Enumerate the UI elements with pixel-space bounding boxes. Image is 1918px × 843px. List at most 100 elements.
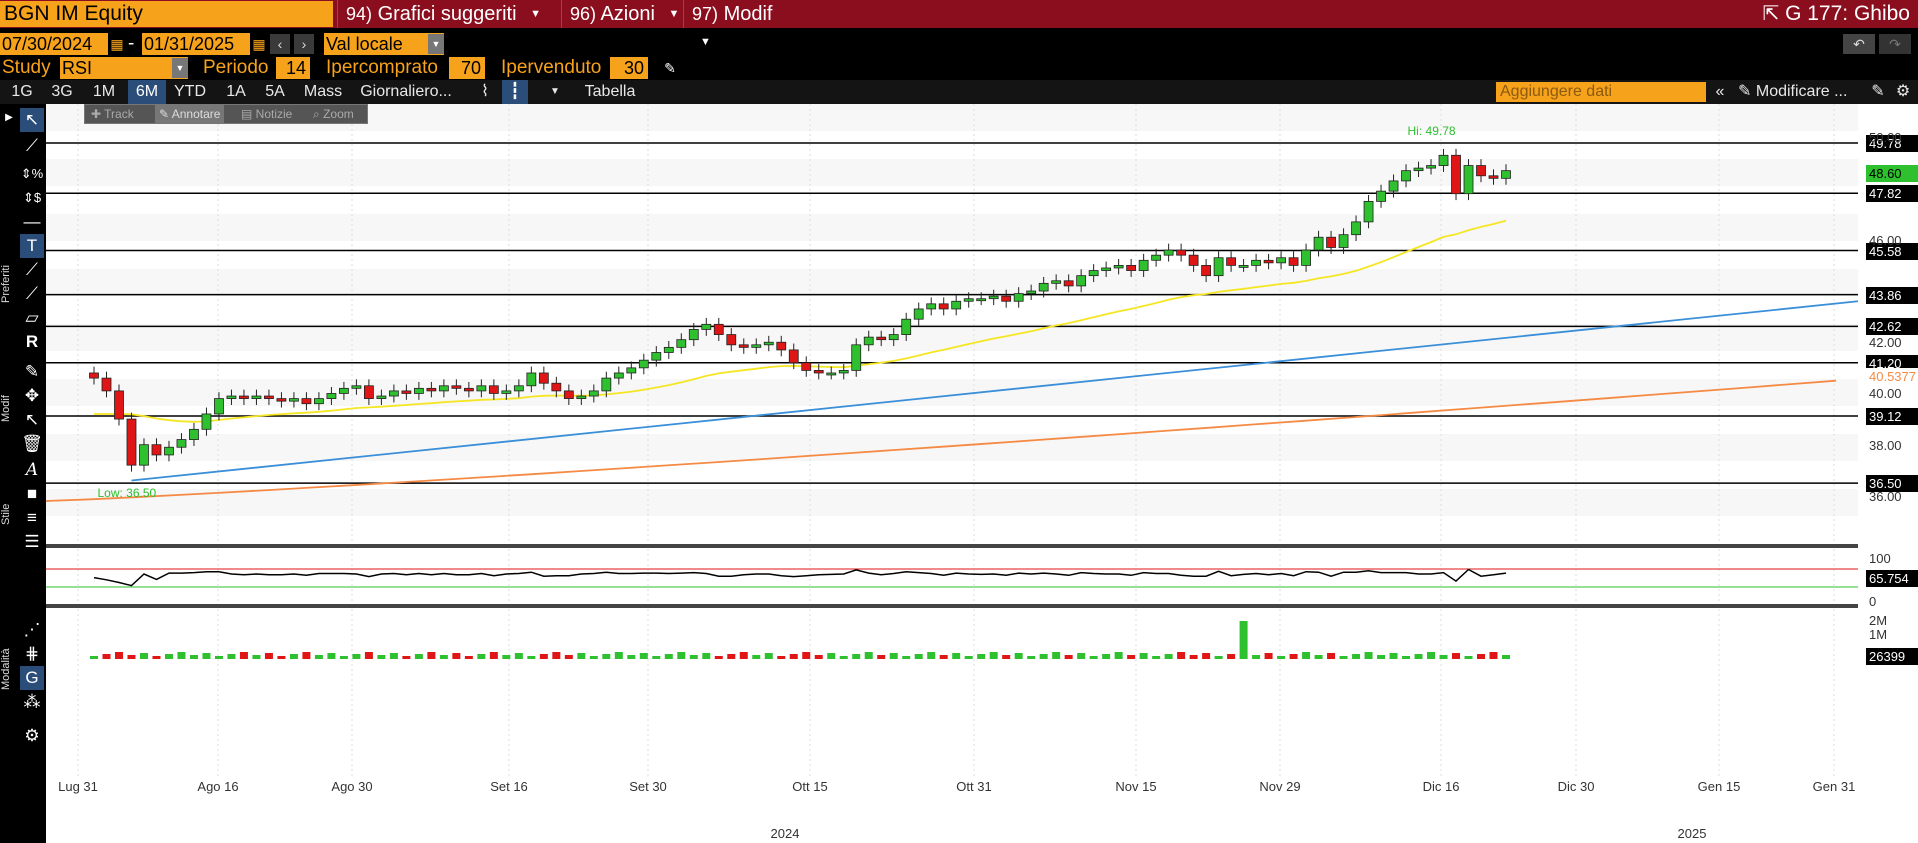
volume-bar: [402, 656, 411, 659]
volume-bar: [289, 654, 298, 659]
line-weight-icon[interactable]: ≡: [27, 508, 37, 527]
candle: [1451, 154, 1461, 195]
study-select[interactable]: RSI: [60, 57, 188, 79]
prev-period-button[interactable]: ‹: [270, 34, 290, 54]
move-icon[interactable]: ✥: [24, 386, 40, 405]
track-mode-button[interactable]: ✚ Track: [91, 107, 134, 121]
text-tool-icon[interactable]: T: [20, 234, 44, 258]
magnet-icon[interactable]: G: [20, 666, 44, 690]
modify-button[interactable]: ✎ Modificare ...: [1738, 80, 1858, 104]
edit-icon[interactable]: ✎: [1871, 83, 1885, 100]
currency-select[interactable]: Val locale: [324, 33, 444, 55]
frequency-select[interactable]: Giornaliero...: [360, 83, 452, 100]
candle: [951, 300, 962, 310]
dollar-tool-icon[interactable]: ⇕$: [22, 190, 42, 205]
zoom-mode-button[interactable]: ⌕ Zoom: [313, 107, 354, 121]
tab-6m[interactable]: 6M: [128, 80, 166, 104]
candle: [451, 385, 462, 389]
line-tool-icon[interactable]: ⟋: [26, 136, 38, 155]
line-chart-icon[interactable]: ⌇: [481, 83, 489, 100]
channel-tool-icon[interactable]: ▱: [25, 308, 39, 327]
candle: [1076, 275, 1087, 287]
volume-bar: [1164, 654, 1173, 659]
menu-edit[interactable]: 97) Modif ▼: [683, 0, 793, 48]
chart-area[interactable]: Hi: 49.78 Low: 36.50: [46, 104, 1858, 843]
tab-1m[interactable]: 1M: [92, 83, 116, 100]
volume-bar: [714, 656, 723, 659]
menu-actions[interactable]: 96) Azioni ▼: [561, 0, 681, 28]
tab-1a[interactable]: 1A: [226, 83, 246, 100]
redo-icon[interactable]: ↷: [1879, 34, 1911, 54]
tab-3g[interactable]: 3G: [51, 83, 73, 100]
volume-bar: [1414, 654, 1423, 659]
tab-ytd[interactable]: YTD: [174, 83, 206, 100]
oversold-label: Ipervenduto: [501, 57, 602, 78]
brush-tool-icon[interactable]: ⟋: [26, 260, 38, 279]
date-from-field[interactable]: 07/30/2024: [0, 33, 108, 55]
candle: [738, 344, 749, 348]
pencil-icon[interactable]: ✎: [664, 60, 676, 76]
next-period-button[interactable]: ›: [294, 34, 314, 54]
cursor-icon[interactable]: ↖: [20, 108, 44, 132]
volume-bar: [1139, 653, 1148, 659]
oversold-field[interactable]: 30: [610, 57, 648, 79]
dashed-line-icon[interactable]: ⋰: [23, 620, 41, 639]
x-tick-label: Ott 31: [956, 779, 992, 794]
annotate-mode-button[interactable]: ✎ Annotare: [155, 105, 225, 123]
expand-icon[interactable]: ▶: [5, 112, 13, 123]
volume-bar: [564, 655, 573, 659]
news-mode-button[interactable]: ▤ Notizie: [241, 107, 293, 121]
tab-max[interactable]: Mass: [303, 83, 343, 100]
pencil-icon[interactable]: ✎: [24, 362, 40, 381]
collapse-icon[interactable]: «: [1715, 83, 1725, 100]
candle: [176, 439, 187, 448]
caret-down-icon[interactable]: ▼: [428, 34, 444, 54]
volume-bar: [702, 653, 711, 659]
volume-bar: [1027, 656, 1036, 659]
candlestick-icon[interactable]: ┇: [502, 80, 528, 104]
pane-stripe: [46, 324, 1858, 351]
candle: [1188, 254, 1199, 266]
period-tabs: 1G 3G 1M 6M YTD 1A 5A Mass Giornaliero..…: [0, 80, 1918, 104]
menu-suggested-charts[interactable]: 94) Grafici suggeriti ▼: [337, 0, 559, 28]
tab-5a[interactable]: 5A: [265, 83, 285, 100]
percent-tool-icon[interactable]: ⇕%: [20, 166, 44, 181]
line-style-icon[interactable]: ☰: [24, 532, 40, 551]
add-data-field[interactable]: Aggiungere dati: [1496, 82, 1706, 102]
color-dots-icon[interactable]: ⁂: [23, 692, 41, 711]
x-tick-label: Gen 31: [1812, 779, 1856, 794]
caret-down-icon[interactable]: ▼: [550, 86, 560, 97]
undo-icon[interactable]: ↶: [1843, 34, 1875, 54]
period-field[interactable]: 14: [276, 57, 310, 79]
price-chart[interactable]: Hi: 49.78 Low: 36.50: [46, 104, 1858, 843]
caret-down-icon[interactable]: ▼: [172, 58, 188, 78]
ticker-field[interactable]: BGN IM Equity: [0, 1, 333, 27]
candle: [526, 372, 537, 387]
volume-bar: [964, 656, 973, 659]
table-button[interactable]: Tabella: [584, 83, 636, 100]
volume-bar: [739, 652, 748, 659]
ray-tool-icon[interactable]: ⟋: [26, 284, 38, 303]
font-icon[interactable]: A: [25, 460, 39, 480]
date-to-field[interactable]: 01/31/2025: [142, 33, 250, 55]
retracement-tool-icon[interactable]: R: [25, 332, 39, 351]
gear-icon[interactable]: ⚙: [24, 726, 40, 745]
overbought-field[interactable]: 70: [449, 57, 485, 79]
calendar-icon[interactable]: ▦: [252, 36, 266, 52]
window-title[interactable]: ⇱ G 177: Ghibo: [1762, 0, 1910, 28]
candle: [776, 341, 787, 351]
hline-tool-icon[interactable]: —: [23, 212, 41, 231]
year-label: 2024: [770, 826, 800, 841]
fill-color-icon[interactable]: ■: [26, 484, 38, 503]
menu-label: Grafici suggeriti: [377, 3, 517, 25]
select-icon[interactable]: ↖: [24, 410, 40, 429]
volume-bar: [789, 654, 798, 659]
moving-average-long: [46, 379, 1837, 502]
gear-icon[interactable]: ⚙: [1895, 83, 1911, 100]
tab-1g[interactable]: 1G: [11, 83, 33, 100]
snap-icon[interactable]: ⋕: [24, 644, 40, 663]
volume-bar: [452, 653, 461, 659]
volume-bar: [1214, 656, 1223, 659]
trash-icon[interactable]: 🗑: [21, 434, 43, 453]
calendar-icon[interactable]: ▦: [110, 36, 124, 52]
